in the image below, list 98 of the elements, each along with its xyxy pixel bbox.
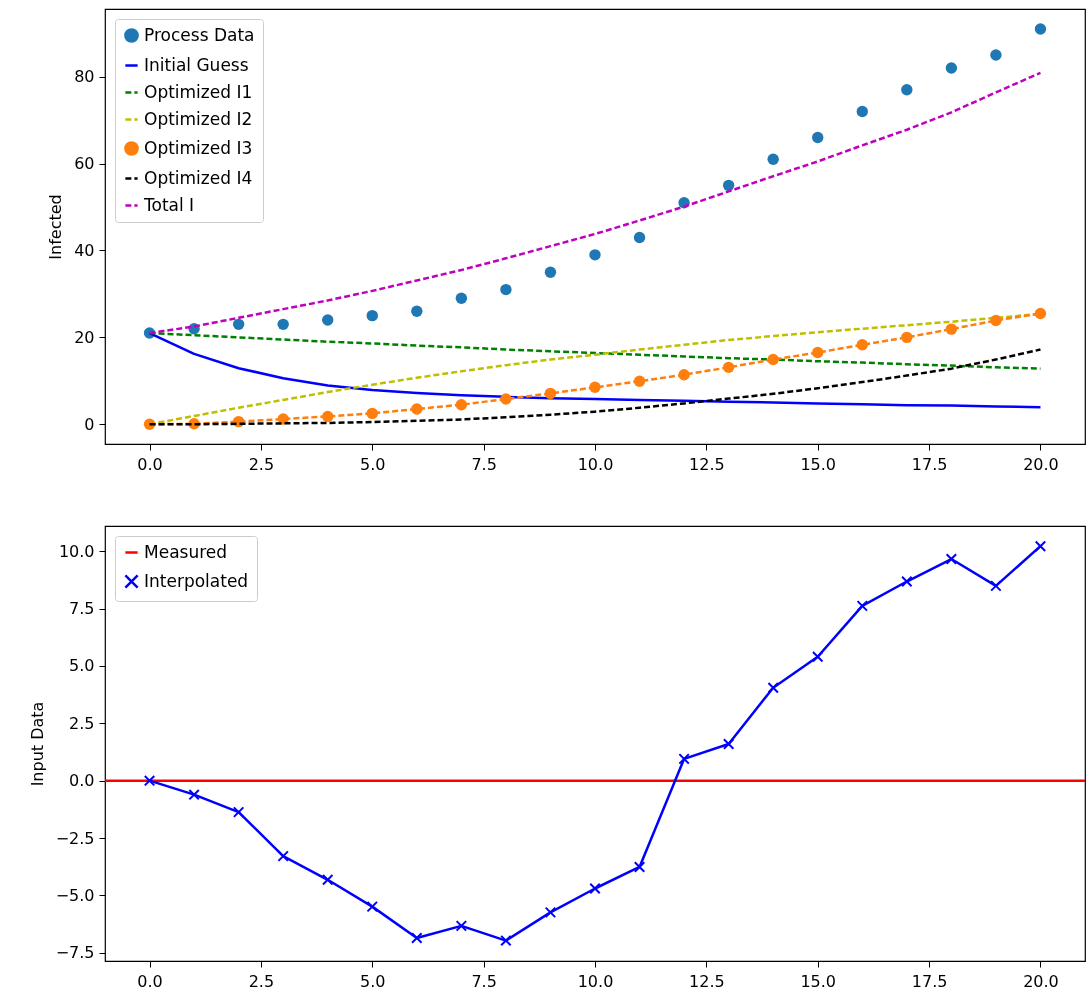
- point: [856, 600, 869, 612]
- point: [322, 314, 334, 326]
- point: [722, 361, 735, 374]
- point: [722, 179, 735, 192]
- point: [589, 882, 601, 895]
- point: [500, 283, 512, 296]
- point: [945, 323, 958, 335]
- point: [232, 806, 245, 818]
- point: [366, 900, 379, 913]
- y-tick-label: 40: [74, 241, 95, 260]
- x-tick-label: 0.0: [137, 454, 163, 474]
- legend-label: Optimized I4: [144, 167, 253, 188]
- point: [455, 399, 468, 411]
- point: [232, 318, 245, 331]
- y-tick-label: 10.0: [58, 541, 95, 561]
- point: [767, 353, 779, 366]
- point: [500, 934, 512, 947]
- x-tick-label: 17.5: [911, 454, 948, 474]
- x-tick-label: 5.0: [360, 454, 386, 474]
- y-tick-label: −5.0: [55, 885, 95, 905]
- point: [455, 920, 468, 932]
- x-tick-label: 7.5: [471, 971, 497, 991]
- y-tick-label: 5.0: [69, 656, 95, 676]
- point: [812, 346, 824, 359]
- x-tick-label: 20.0: [1023, 454, 1059, 474]
- y-tick-label: −2.5: [55, 828, 95, 848]
- x-tick-label: 0.0: [137, 971, 163, 991]
- x-tick-label: 5.0: [360, 971, 386, 991]
- point: [767, 682, 779, 694]
- point: [411, 403, 423, 415]
- point: [544, 906, 557, 919]
- point: [411, 305, 423, 317]
- point: [945, 553, 958, 565]
- legend-label: Total I: [143, 194, 195, 215]
- point: [1034, 540, 1047, 552]
- point: [589, 381, 601, 394]
- x-tick-label: 15.0: [800, 454, 837, 474]
- point: [633, 861, 646, 873]
- point: [411, 932, 423, 944]
- y-tick-label: 7.5: [69, 599, 95, 619]
- point: [856, 339, 868, 351]
- point: [678, 369, 690, 381]
- point: [722, 738, 735, 750]
- x-tick-label: 7.5: [471, 454, 497, 474]
- point: [544, 387, 557, 400]
- point: [277, 318, 289, 331]
- x-tick-label: 12.5: [689, 971, 725, 991]
- x-tick-label: 2.5: [248, 971, 275, 991]
- x-tick-label: 15.0: [800, 971, 837, 991]
- y-tick-label: 2.5: [69, 713, 95, 733]
- legend-label: Optimized I3: [144, 137, 253, 158]
- x-tick-label: 12.5: [689, 454, 725, 474]
- point: [1034, 23, 1047, 35]
- point: [990, 314, 1002, 327]
- point: [589, 249, 601, 261]
- y-tick-label: 60: [74, 154, 95, 174]
- x-tick-label: 10.0: [577, 971, 614, 991]
- point: [188, 788, 200, 801]
- point: [990, 49, 1002, 61]
- point: [277, 850, 289, 862]
- legend-label: Optimized I2: [144, 108, 253, 129]
- point: [990, 580, 1002, 592]
- point: [143, 774, 156, 787]
- y-tick-label: 0: [84, 414, 95, 434]
- x-tick-label: 17.5: [911, 971, 948, 991]
- legend-label: Process Data: [144, 24, 255, 45]
- point: [633, 375, 646, 387]
- point: [366, 407, 378, 420]
- point: [678, 753, 690, 765]
- legend-label: Initial Guess: [144, 54, 249, 75]
- point: [633, 231, 646, 244]
- legend-label: Optimized I1: [144, 81, 253, 102]
- y-tick-label: −7.5: [55, 943, 95, 963]
- legend-label: Interpolated: [144, 570, 249, 591]
- point: [767, 153, 779, 165]
- point: [455, 292, 468, 304]
- x-tick-label: 10.0: [577, 454, 614, 474]
- point: [321, 874, 334, 886]
- y-tick-label: 0.0: [69, 771, 95, 791]
- point: [1034, 307, 1047, 320]
- point: [856, 105, 868, 118]
- point: [901, 575, 913, 588]
- point: [901, 84, 913, 96]
- y-tick-label: 20: [74, 327, 95, 347]
- point: [812, 131, 824, 144]
- legend-label: Measured: [144, 541, 228, 562]
- y-tick-label: 80: [74, 67, 95, 87]
- x-tick-label: 20.0: [1023, 971, 1059, 991]
- point: [945, 62, 958, 74]
- y-axis-title: Input Data: [27, 701, 47, 787]
- y-axis-title: Infected: [46, 194, 66, 260]
- point: [901, 331, 913, 344]
- x-tick-label: 2.5: [248, 454, 275, 474]
- point: [544, 266, 557, 278]
- point: [500, 393, 512, 405]
- point: [811, 651, 824, 663]
- point: [366, 309, 378, 322]
- point: [322, 410, 334, 423]
